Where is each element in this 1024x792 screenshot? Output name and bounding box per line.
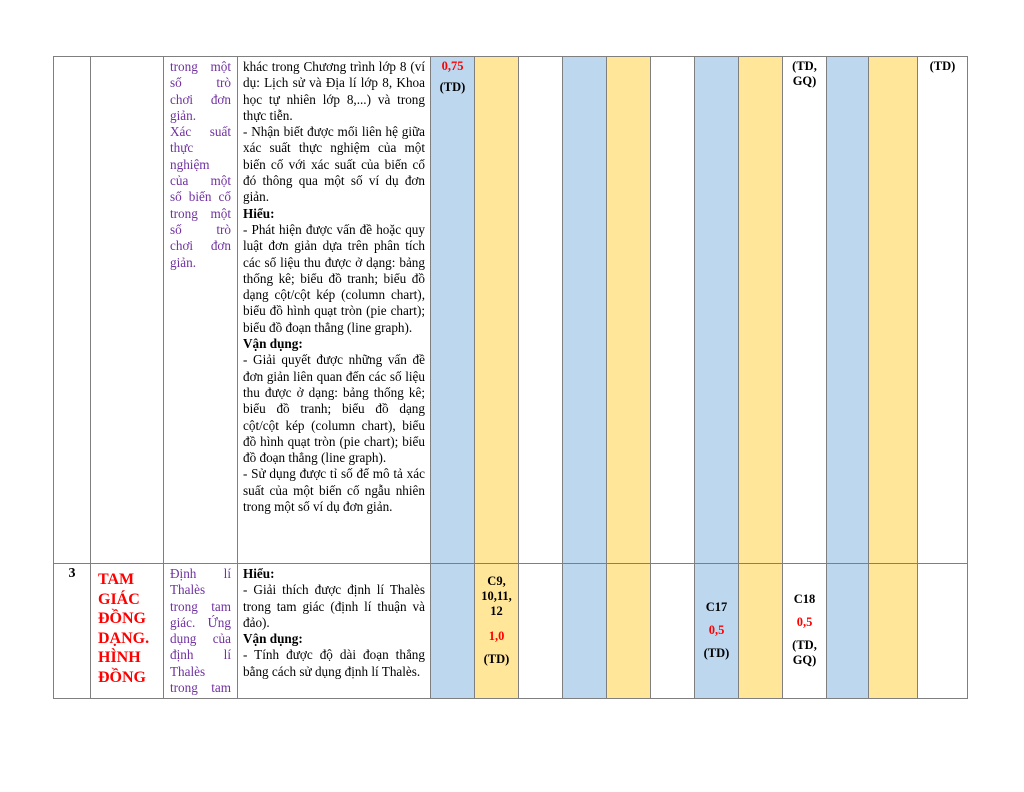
content-line: Xác suất <box>170 124 231 140</box>
description-line: khác trong Chương trình lớp 8 (ví dụ: Lị… <box>243 59 425 123</box>
empty-cell <box>474 56 519 564</box>
description-line: - Giải thích được định lí Thalès trong t… <box>243 582 425 630</box>
question-ids: C17 <box>705 600 728 614</box>
question-cell: C18 0,5 (TD, GQ) <box>782 562 827 700</box>
score: 0,5 <box>796 615 813 629</box>
content-line: giác. Ứng <box>170 614 231 630</box>
stt-cell: 3 <box>53 562 91 700</box>
topic-cell <box>90 56 164 564</box>
content-line: trong một <box>170 59 231 74</box>
content-line: trong một <box>170 205 231 221</box>
content-line: Thalès <box>170 663 206 679</box>
empty-cell <box>562 56 607 564</box>
description-cell: Hiểu: - Giải thích được định lí Thalès tr… <box>237 562 431 700</box>
content-cell: trong một số trò chơi đơn giản. Xác suất thực… <box>163 56 238 564</box>
description-line: - Giải quyết được những vấn đề đơn giản … <box>243 352 425 466</box>
description-line: Vận dụng: <box>243 631 303 647</box>
description-line: - Phát hiện được vấn đề hoặc quy luật đơ… <box>243 221 425 335</box>
competency-cell: (TD, GQ) <box>782 56 827 564</box>
empty-cell <box>430 562 475 700</box>
content-line: số biến cố <box>170 189 231 205</box>
question-ids: C18 <box>793 592 816 606</box>
competency-cell: (TD) <box>917 56 968 564</box>
description-line: Vận dụng: <box>243 336 303 352</box>
content-line: Định lí <box>170 566 231 581</box>
content-line: dụng của <box>170 631 231 647</box>
competency-note: (TD) <box>703 646 730 660</box>
content-line: giản. <box>170 107 197 123</box>
empty-cell <box>518 562 563 700</box>
empty-cell <box>826 56 869 564</box>
description-cell: khác trong Chương trình lớp 8 (ví dụ: Lị… <box>237 56 431 564</box>
table-row: trong một số trò chơi đơn giản. Xác suất thực… <box>53 56 968 564</box>
description-line: - Nhận biết được mối liên hệ giữa xác su… <box>243 124 425 205</box>
description-line: - Tính được độ dài đoạn thẳng bằng cách … <box>243 647 425 679</box>
description-line: - Sử dụng được tỉ số để mô tả xác suất c… <box>243 466 425 515</box>
content-line: của một <box>170 173 231 189</box>
stt-cell <box>53 56 91 564</box>
question-ids: C9, 10,11, 12 <box>481 574 512 618</box>
empty-cell <box>606 56 651 564</box>
content-line: số trò <box>170 75 231 91</box>
content-line: giản. <box>170 254 197 270</box>
score: 1,0 <box>488 629 505 643</box>
empty-cell <box>606 562 651 700</box>
empty-cell <box>917 562 968 700</box>
competency-note: (TD, GQ) <box>792 638 817 667</box>
empty-cell <box>694 56 739 564</box>
empty-cell <box>650 562 695 700</box>
empty-cell <box>738 56 783 564</box>
description-line: Hiểu: <box>243 205 275 221</box>
description-line: Hiểu: <box>243 566 275 581</box>
content-line: định lí <box>170 647 231 663</box>
question-cell: C17 0,5 (TD) <box>694 562 739 700</box>
table-row: 3 TAM GIÁC ĐỒNG DẠNG. HÌNH ĐỒNG Định lí T… <box>53 562 968 700</box>
empty-cell <box>868 56 918 564</box>
competency-note: (TD) <box>483 652 510 666</box>
empty-cell <box>562 562 607 700</box>
content-line: số trò <box>170 221 231 237</box>
exam-matrix-table: trong một số trò chơi đơn giản. Xác suất thực… <box>53 56 968 700</box>
empty-cell <box>518 56 563 564</box>
empty-cell <box>650 56 695 564</box>
content-line: trong tam <box>170 680 231 696</box>
score-cell: 0,75 (TD) <box>430 56 475 564</box>
competency-note: (TD) <box>439 80 466 94</box>
content-line: Thalès <box>170 582 206 598</box>
content-line: chơi đơn <box>170 238 231 254</box>
score: 0,75 <box>441 59 464 73</box>
content-cell: Định lí Thalès trong tam giác. Ứng dụng của đ… <box>163 562 238 700</box>
question-cell: C9, 10,11, 12 1,0 (TD) <box>474 562 519 700</box>
empty-cell <box>868 562 918 700</box>
content-line: trong tam <box>170 598 231 614</box>
topic-cell: TAM GIÁC ĐỒNG DẠNG. HÌNH ĐỒNG <box>90 562 164 700</box>
empty-cell <box>826 562 869 700</box>
score: 0,5 <box>708 623 725 637</box>
content-line: thực <box>170 140 194 156</box>
content-line: nghiệm <box>170 156 210 172</box>
content-line: chơi đơn <box>170 91 231 107</box>
empty-cell <box>738 562 783 700</box>
